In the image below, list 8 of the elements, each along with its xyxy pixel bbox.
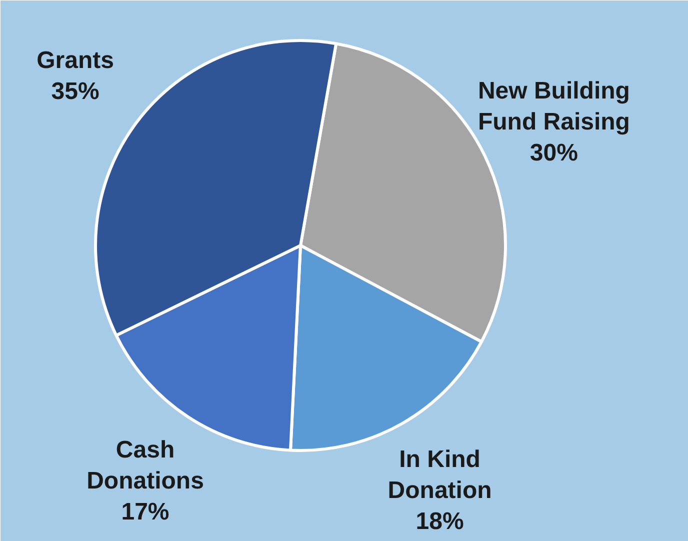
slice-label: New Building Fund Raising xyxy=(478,77,630,136)
data-label: 17% xyxy=(121,498,170,526)
data-label: 18% xyxy=(416,508,464,536)
data-label: 30% xyxy=(530,139,578,166)
slice-label: Grants xyxy=(36,46,114,74)
slice-label: In Kind Donation xyxy=(388,446,492,504)
data-label: 35% xyxy=(51,78,100,105)
slice-label: Cash Donations xyxy=(86,436,204,494)
